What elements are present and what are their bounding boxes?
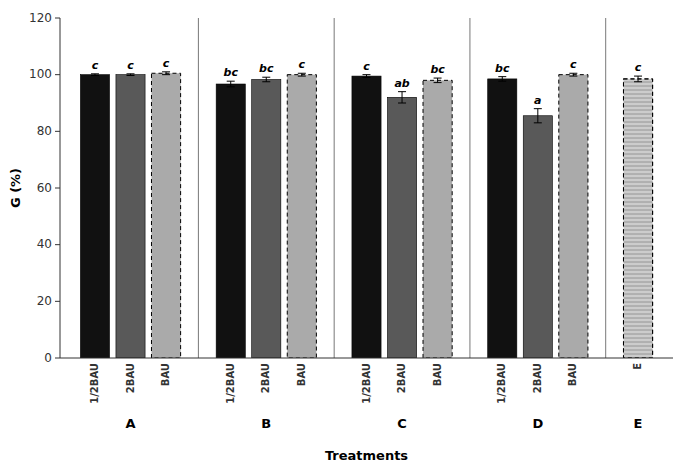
labels: c 1/2BAU bc 1/2BAU c 1/2BAU bc 1/2BAU c 2BAU bc 2BA… <box>89 57 643 404</box>
bar <box>623 79 652 358</box>
group-label: C <box>397 416 407 431</box>
y-tick <box>55 358 60 359</box>
letter-label: bc <box>259 62 274 75</box>
bar <box>352 76 381 358</box>
error-bar <box>262 77 270 82</box>
group-label: A <box>125 416 135 431</box>
letter-label: c <box>92 59 99 72</box>
error-bar <box>162 72 170 75</box>
group-separator <box>469 18 470 358</box>
letter-label: bc <box>224 66 239 79</box>
letter-label: a <box>534 94 541 107</box>
group-label: D <box>532 416 543 431</box>
x-tick-label: E <box>632 363 643 370</box>
x-tick-label: BAU <box>432 363 443 386</box>
letter-label: c <box>127 59 134 72</box>
error-bar <box>298 73 306 76</box>
letter-label: bc <box>430 63 445 76</box>
letter-label: ab <box>394 77 409 90</box>
bar <box>559 75 588 358</box>
x-tick-label: BAU <box>296 363 307 386</box>
x-tick-label: 1/2BAU <box>89 363 100 404</box>
chart: 0 20 40 60 80 100 120 c 1/2BAU bc 1/2BAU c 1/2BAU bc 1… <box>0 0 685 470</box>
group-label: E <box>634 416 643 431</box>
error-bar <box>227 81 235 87</box>
y-tick <box>55 301 60 302</box>
x-tick-label: BAU <box>567 363 578 386</box>
x-tick-label: 2BAU <box>532 363 543 393</box>
bar-hatch <box>623 79 652 358</box>
bar <box>151 73 180 358</box>
y-tick <box>55 131 60 132</box>
x-tick-label: 2BAU <box>260 363 271 393</box>
y-tick-label: 20 <box>37 294 52 308</box>
bar <box>423 80 452 358</box>
error-bar <box>91 74 99 76</box>
error-bar <box>127 74 135 76</box>
x-axis-title: Treatments <box>325 448 408 463</box>
group-label: B <box>261 416 271 431</box>
group-separator <box>198 18 199 358</box>
letter-label: c <box>163 57 170 70</box>
error-bar <box>398 92 406 103</box>
bar <box>116 75 145 358</box>
letter-label: c <box>299 58 306 71</box>
x-tick-label: BAU <box>160 363 171 386</box>
x-tick-label: 1/2BAU <box>361 363 372 404</box>
y-tick-label: 60 <box>37 181 52 195</box>
y-tick <box>55 74 60 75</box>
x-tick-label: 1/2BAU <box>496 363 507 404</box>
error-bar <box>634 76 642 82</box>
bars <box>80 72 652 358</box>
y-tick-label: 40 <box>37 237 52 251</box>
error-bar <box>569 73 577 76</box>
separators <box>198 18 605 358</box>
y-tick <box>55 188 60 189</box>
x-axis-line <box>60 358 673 359</box>
bar <box>523 116 552 358</box>
y-tick-label: 80 <box>37 124 52 138</box>
bar <box>387 97 416 358</box>
y-tick-label: 120 <box>29 11 52 25</box>
y-tick-label: 0 <box>44 351 52 365</box>
y-axis: 0 20 40 60 80 100 120 <box>29 11 60 365</box>
letter-label: c <box>570 58 577 71</box>
y-tick <box>55 244 60 245</box>
y-axis-title: G (%) <box>8 168 23 208</box>
group-separator <box>605 18 606 358</box>
x-tick-label: 2BAU <box>125 363 136 393</box>
bar <box>488 79 517 358</box>
error-bar <box>534 109 542 123</box>
letter-label: bc <box>495 62 510 75</box>
letter-label: c <box>635 61 642 74</box>
y-tick-label: 100 <box>29 67 52 81</box>
x-tick-label: 1/2BAU <box>225 363 236 404</box>
bar <box>216 84 245 358</box>
error-bar <box>498 77 506 82</box>
bar <box>252 79 281 358</box>
bar <box>80 75 109 358</box>
y-tick <box>55 18 60 19</box>
error-bar <box>434 78 442 83</box>
letter-label: c <box>363 60 370 73</box>
group-separator <box>334 18 335 358</box>
bar <box>287 75 316 358</box>
y-axis-line <box>60 18 61 358</box>
error-bar <box>363 75 371 78</box>
x-tick-label: 2BAU <box>396 363 407 393</box>
